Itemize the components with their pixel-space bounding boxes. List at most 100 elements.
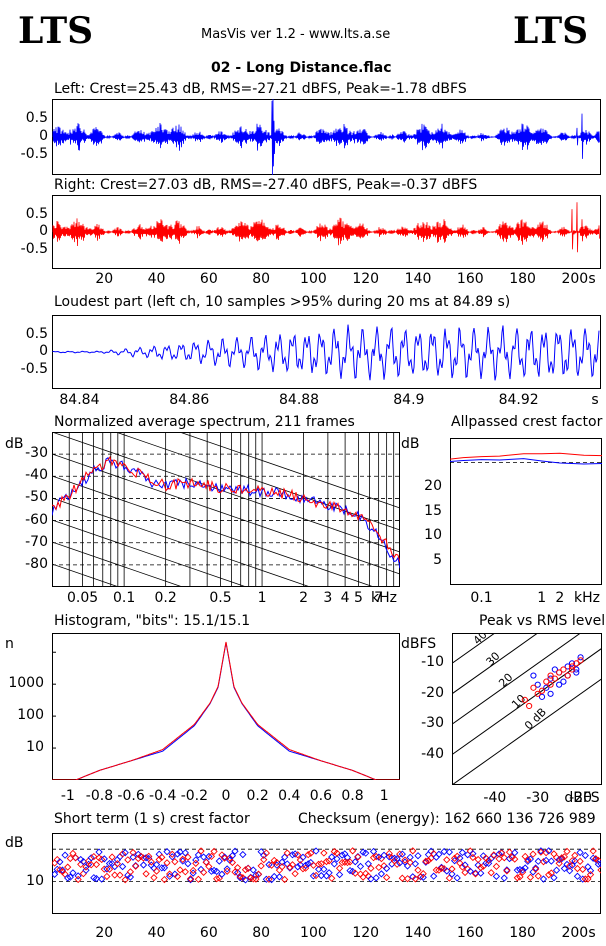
loudest-xtick-1: 84.86 xyxy=(169,392,210,408)
spectrum-xtick-9: 7 xyxy=(374,590,384,606)
crest-point-right-55 xyxy=(192,859,200,867)
crest-point-right-107 xyxy=(328,874,336,882)
crest-point-left-65 xyxy=(218,870,226,878)
crest-point-left-173 xyxy=(500,874,508,882)
crest-point-right-180 xyxy=(518,868,527,876)
peakrms-point-left-10 xyxy=(538,693,546,700)
left-wave-ytick-1: 0 xyxy=(39,128,48,144)
crest-point-left-67 xyxy=(223,865,231,873)
crest-point-left-111 xyxy=(338,851,346,859)
wave-xtick-10: s xyxy=(588,271,596,287)
crest-point-left-204 xyxy=(581,851,589,860)
crest-point-left-55 xyxy=(192,856,200,864)
crest-point-right-187 xyxy=(537,848,545,856)
checksum: Checksum (energy): 162 660 136 726 989 xyxy=(298,811,596,827)
crest-point-right-52 xyxy=(184,853,192,861)
crest-point-right-35 xyxy=(139,854,148,862)
crest-point-right-133 xyxy=(396,850,404,858)
loudest-waveform xyxy=(52,315,601,389)
crest-point-right-186 xyxy=(534,872,542,880)
loudest-xtick-2: 84.88 xyxy=(279,392,320,408)
crest-point-right-144 xyxy=(424,856,433,865)
crest-point-left-35 xyxy=(139,861,148,869)
crest-point-left-113 xyxy=(343,853,352,862)
crest-point-left-128 xyxy=(382,864,391,873)
crest-point-left-171 xyxy=(495,850,503,858)
crest-point-left-180 xyxy=(518,866,527,874)
histogram-xtick-2: -0.6 xyxy=(117,788,145,804)
crest-point-left-3 xyxy=(56,858,64,866)
allpass-series-left xyxy=(450,458,602,465)
crest-point-left-157 xyxy=(458,848,467,857)
crest-point-right-38 xyxy=(147,858,155,866)
crest-point-left-186 xyxy=(534,857,542,865)
crest-point-left-150 xyxy=(440,847,448,856)
peakrms-diag-1 xyxy=(452,633,539,695)
crest-point-right-185 xyxy=(532,865,540,873)
histogram-xtick-3: -0.4 xyxy=(149,788,177,804)
crest-point-right-158 xyxy=(461,868,469,877)
crest-point-right-74 xyxy=(241,866,250,874)
crest-point-right-15 xyxy=(87,861,95,869)
spectrum-xtick-7: 4 xyxy=(340,590,350,606)
crest-point-right-22 xyxy=(105,865,114,873)
crest-point-left-85 xyxy=(270,872,278,881)
loudest-xtick-4: 84.92 xyxy=(498,392,539,408)
peakrms-diag-0 xyxy=(452,633,496,664)
peakrms-point-left-12 xyxy=(556,681,563,688)
crest-point-left-118 xyxy=(356,862,365,871)
crest-point-left-170 xyxy=(492,872,501,880)
allpass-ylabel: dB xyxy=(401,436,420,452)
peakrms-xtick-3: dBFS xyxy=(564,790,600,806)
right-waveform-trace xyxy=(52,202,600,253)
crest-point-right-84 xyxy=(267,861,276,869)
crest-point-left-199 xyxy=(568,861,576,869)
crest-point-left-190 xyxy=(545,847,553,855)
wave-xtick-7: 160 xyxy=(456,271,484,287)
peakrms-plot-frame xyxy=(452,633,602,785)
crest-point-right-75 xyxy=(244,864,252,873)
crest-point-right-25 xyxy=(113,860,121,868)
crest-point-right-98 xyxy=(304,850,312,859)
crest-point-right-109 xyxy=(333,849,341,857)
crest-point-left-121 xyxy=(364,860,372,868)
crest-point-right-200 xyxy=(571,851,579,860)
crest-point-left-144 xyxy=(424,851,433,859)
crest-point-right-190 xyxy=(545,871,553,879)
crest-point-left-103 xyxy=(317,871,325,880)
spectrum-ytick-4: -70 xyxy=(25,533,48,550)
crest-point-right-9 xyxy=(71,854,80,862)
histogram-ytick-2: 10 xyxy=(26,739,44,756)
crest-point-left-64 xyxy=(215,857,223,865)
crest-point-left-88 xyxy=(278,858,286,866)
crest-xtick-1: 40 xyxy=(147,925,166,941)
histogram-xtick-7: 0.4 xyxy=(278,788,301,804)
right-wave-ytick-0: 0.5 xyxy=(25,205,48,222)
loudest-ytick-1: 0 xyxy=(39,343,48,359)
peakrms-point-right-4 xyxy=(547,672,554,679)
peakrms-point-right-14 xyxy=(568,666,576,673)
crest-point-right-163 xyxy=(474,855,482,864)
crest-point-left-15 xyxy=(87,854,95,862)
peakrms-point-right-1 xyxy=(530,684,537,691)
crest-point-left-110 xyxy=(335,870,344,879)
crest-point-left-191 xyxy=(547,857,555,865)
crest-xtick-0: 20 xyxy=(95,925,114,941)
crest-point-right-135 xyxy=(401,856,409,864)
crest-xtick-9: 200 xyxy=(561,925,589,941)
crest-point-right-21 xyxy=(103,872,111,881)
crest-point-right-6 xyxy=(64,863,72,871)
histogram-xtick-1: -0.8 xyxy=(85,788,114,804)
crest-point-left-101 xyxy=(312,847,320,855)
allpass-plot xyxy=(450,438,602,585)
crest-point-left-74 xyxy=(241,876,250,884)
crest-ytick-0: 10 xyxy=(26,872,44,889)
right-wave-ytick-2: -0.5 xyxy=(20,240,48,257)
crest-point-left-44 xyxy=(163,848,171,856)
crest-point-right-125 xyxy=(375,863,383,872)
crest-point-right-86 xyxy=(273,858,281,867)
crest-point-left-107 xyxy=(328,853,336,861)
crest-point-left-58 xyxy=(199,853,208,861)
crest-point-right-210 xyxy=(597,866,601,874)
